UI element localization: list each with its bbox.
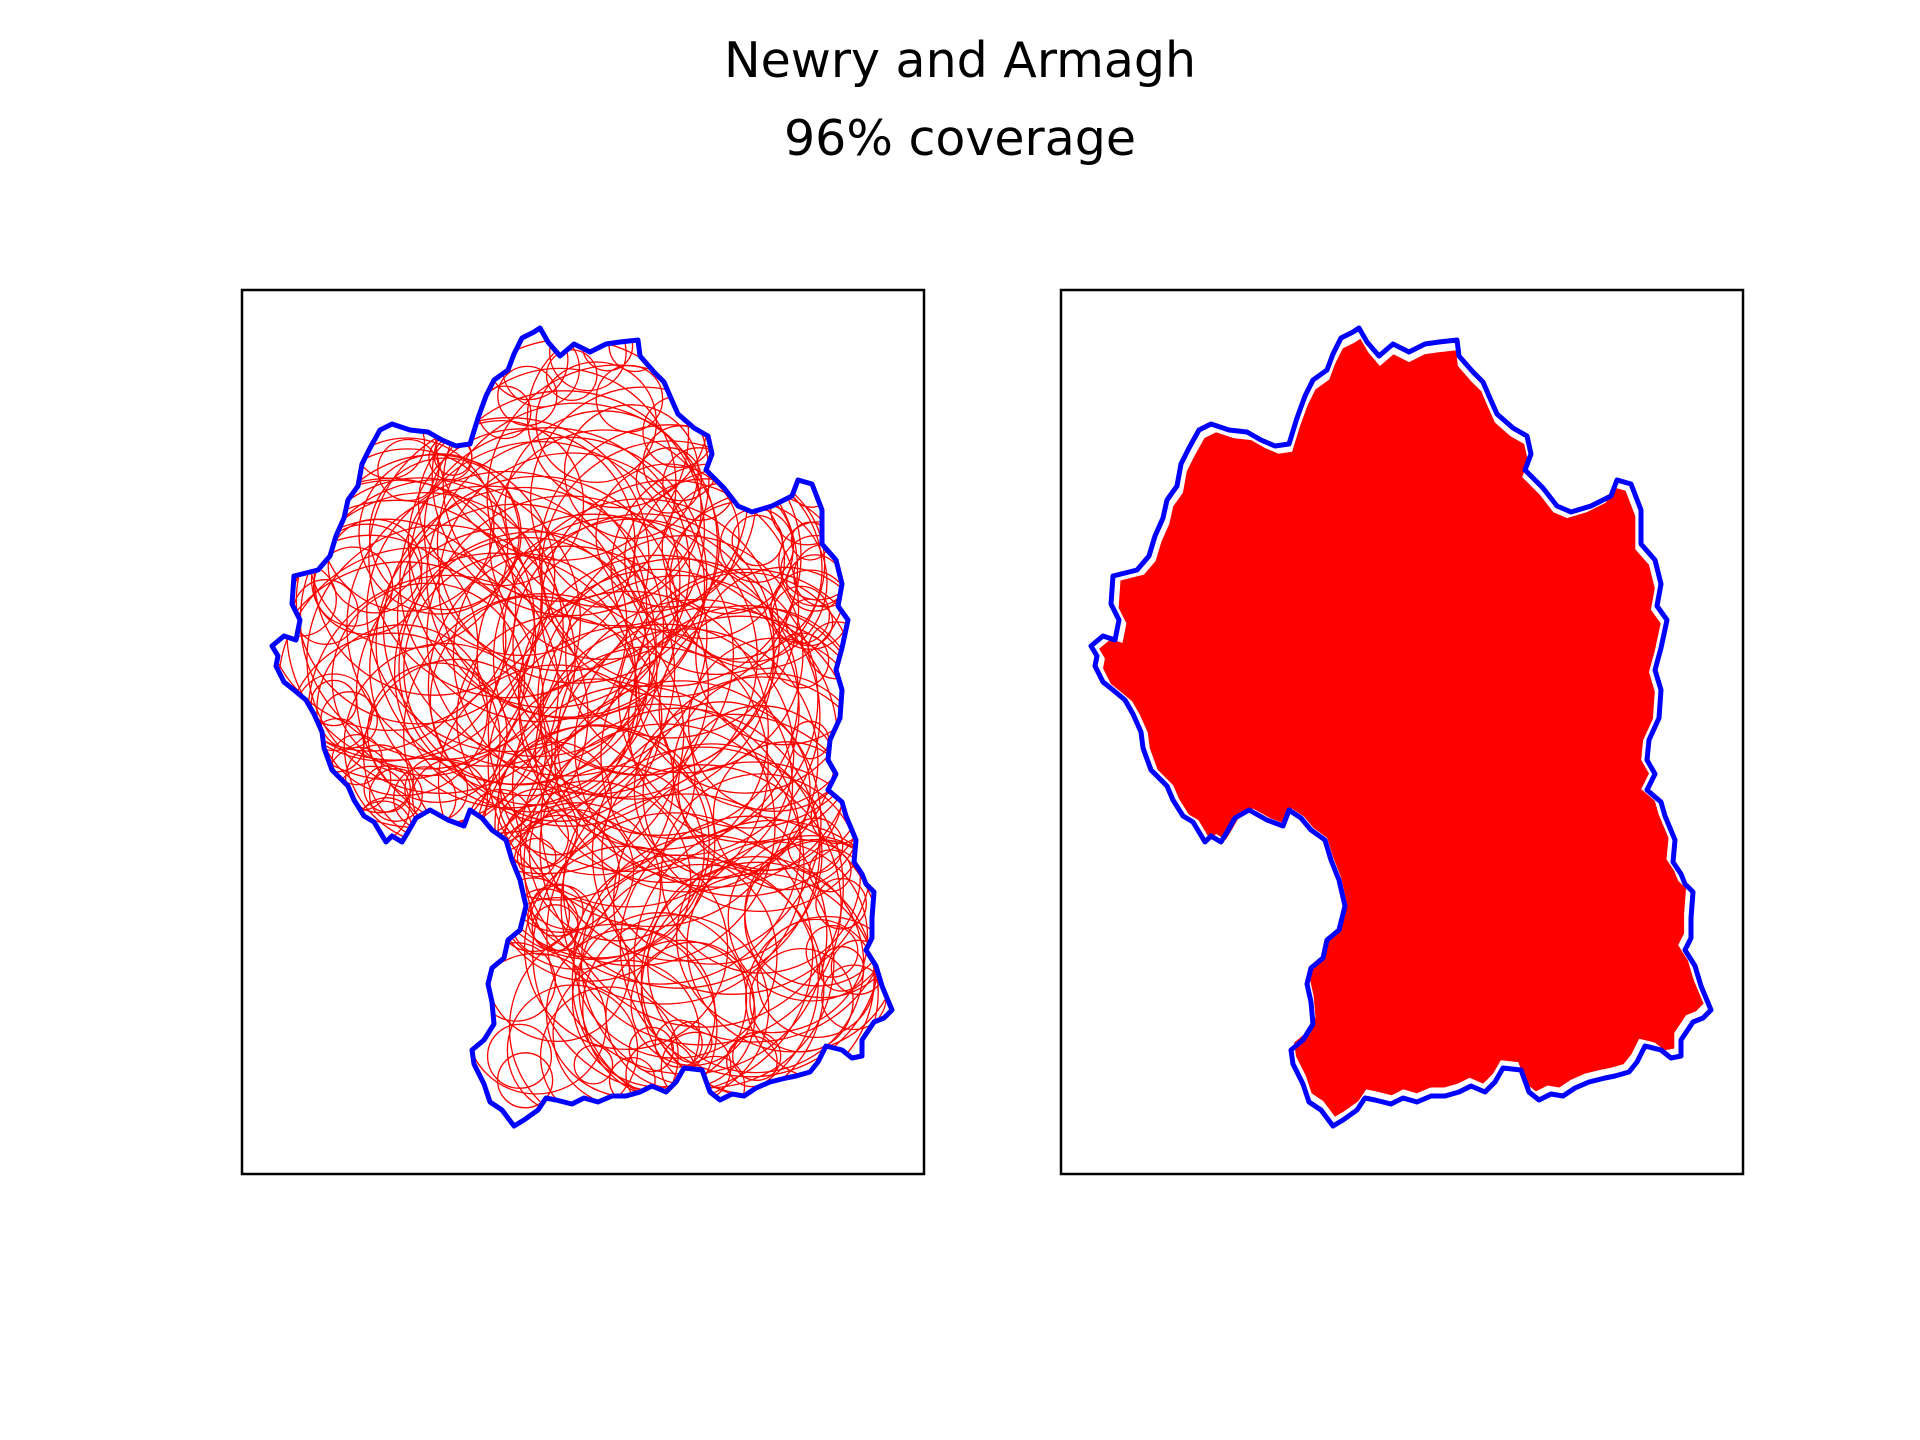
coverage-circle <box>497 788 578 870</box>
coverage-circle <box>516 837 557 878</box>
coverage-circle <box>438 452 706 720</box>
coverage-circle <box>408 427 691 709</box>
coverage-circle <box>310 523 423 636</box>
coverage-circle <box>497 365 558 427</box>
coverage-circle <box>353 407 426 480</box>
filled-coverage-panel <box>1059 288 1745 1176</box>
coverage-circle <box>331 582 526 777</box>
coverage-circle <box>429 595 640 806</box>
coverage-circle <box>595 463 740 608</box>
coverage-circle <box>312 546 394 627</box>
coverage-circle <box>369 527 651 809</box>
coverage-circle <box>601 743 823 965</box>
coverage-circle <box>508 923 718 1126</box>
coverage-circle <box>732 1031 782 1081</box>
coverage-circles <box>272 328 892 1126</box>
coverage-fill-area <box>1099 338 1704 1117</box>
coverage-circle <box>539 986 679 1126</box>
right-panel-frame <box>1059 288 1745 1176</box>
coverage-circle <box>612 761 892 1043</box>
left-panel-frame <box>240 288 926 1176</box>
coverage-circle <box>368 768 423 822</box>
coverage-circle <box>562 746 844 1028</box>
coverage-circle <box>486 1023 553 1089</box>
coverage-circle <box>272 518 507 762</box>
coverage-circle <box>608 328 662 373</box>
coverage-circle <box>805 924 859 978</box>
coverage-circle <box>366 470 648 753</box>
coverage-circle <box>523 723 805 1005</box>
coverage-circle <box>675 840 869 1034</box>
coverage-subtitle: 96% coverage <box>784 110 1136 167</box>
coverage-circle <box>511 645 794 928</box>
coverage-circle <box>456 615 663 822</box>
coverage-circle <box>540 479 800 739</box>
circle-coverage-panel <box>240 288 926 1176</box>
region-boundary-outline <box>269 325 895 1129</box>
coverage-circle <box>530 883 584 937</box>
coverage-circle <box>785 598 834 647</box>
coverage-circle <box>344 744 415 814</box>
coverage-circle <box>411 759 489 836</box>
coverage-circle <box>437 664 675 901</box>
coverage-circle <box>624 478 786 640</box>
coverage-circle <box>549 328 627 392</box>
coverage-circle <box>487 626 769 908</box>
coverage-circle <box>320 691 378 749</box>
coverage-circle <box>670 1020 713 1064</box>
coverage-circle <box>436 402 719 684</box>
coverage-circle <box>534 623 795 884</box>
coverage-circle <box>481 724 716 959</box>
coverage-circle <box>539 707 821 989</box>
coverage-circle <box>512 513 775 776</box>
coverage-circle <box>726 1035 778 1088</box>
coverage-circle <box>560 764 842 1046</box>
coverage-circle <box>686 838 892 1053</box>
region-boundary-outline-filled <box>1088 325 1714 1129</box>
coverage-circle <box>487 590 769 872</box>
coverage-circle <box>368 417 650 699</box>
coverage-circle <box>423 390 706 672</box>
coverage-circle <box>654 1019 703 1068</box>
coverage-circle <box>398 536 658 797</box>
coverage-circle <box>427 545 710 827</box>
coverage-circle <box>272 479 536 761</box>
coverage-circle <box>535 361 658 484</box>
coverage-circle <box>426 436 708 718</box>
figure-title: Newry and Armagh <box>723 32 1197 89</box>
coverage-circle <box>272 499 537 781</box>
coverage-circle <box>295 477 543 725</box>
coverage-circle <box>540 680 822 962</box>
coverage-circle <box>366 662 508 804</box>
coverage-circle <box>396 475 679 758</box>
coverage-circle <box>635 447 703 514</box>
coverage-circle <box>630 941 755 1067</box>
coverage-circle <box>790 720 830 760</box>
coverage-circle <box>727 834 892 1002</box>
coverage-circle <box>815 877 867 930</box>
coverage-circle <box>465 952 607 1095</box>
coverage-circle <box>573 1044 614 1085</box>
coverage-circle <box>565 534 804 774</box>
coverage-circle <box>744 839 892 999</box>
coverage-circle <box>633 701 811 879</box>
coverage-circle <box>573 854 778 1059</box>
figure-title-block: Newry and Armagh 96% coverage <box>0 22 1920 178</box>
coverage-circle <box>442 367 677 602</box>
coverage-circle <box>292 579 359 645</box>
